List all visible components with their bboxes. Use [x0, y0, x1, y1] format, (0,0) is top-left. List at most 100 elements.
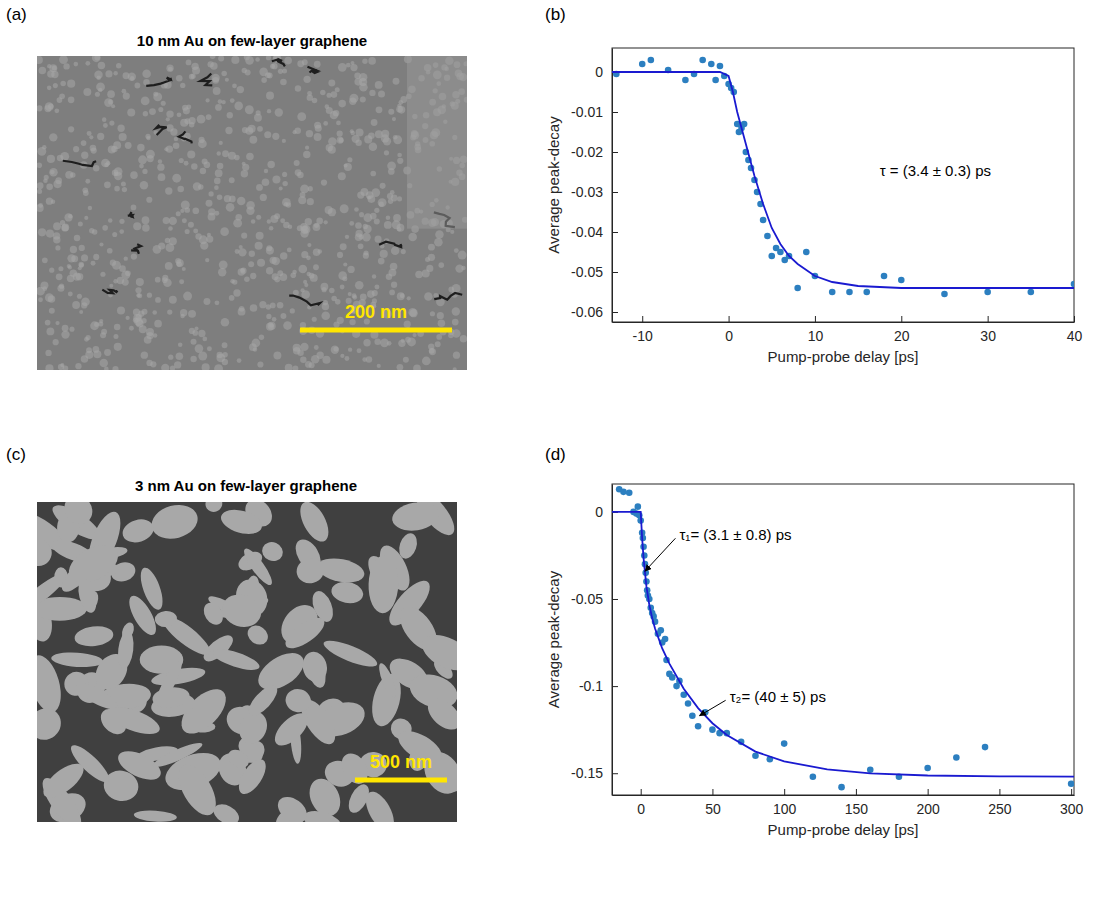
sem-grain [369, 90, 375, 96]
sem-grain [100, 359, 109, 368]
y-tick-label: -0.05 [571, 591, 603, 607]
sem-grain [96, 83, 105, 92]
sem-grain [294, 160, 300, 166]
sem-grain [393, 214, 401, 222]
sem-grain [216, 352, 222, 358]
sem-grain [67, 254, 75, 262]
data-point [669, 674, 676, 681]
sem-grain [113, 334, 118, 339]
sem-grain [157, 163, 164, 170]
sem-grain [68, 292, 73, 297]
x-tick-mark [729, 316, 730, 322]
sem-grain [101, 159, 110, 168]
sem-grain [44, 175, 49, 180]
sem-grain [320, 283, 328, 291]
sem-grain [70, 269, 78, 277]
sem-grain [161, 364, 169, 370]
sem-island [104, 702, 163, 740]
sem-crack [379, 242, 401, 247]
sem-grain [322, 303, 329, 310]
x-tick-label: 0 [725, 328, 733, 344]
sem-grain [303, 151, 310, 158]
sem-grain [238, 308, 246, 316]
sem-grain [64, 213, 72, 221]
sem-grain [70, 172, 75, 177]
sem-grain [266, 323, 274, 331]
sem-grain [191, 339, 197, 345]
sem-grain [186, 60, 192, 66]
annotation: τ = (3.4 ± 0.3) ps [880, 162, 991, 179]
sem-grain [240, 268, 245, 273]
sem-grain [270, 215, 278, 223]
sem-grain [308, 186, 313, 191]
sem-grain [436, 334, 442, 340]
sem-island [422, 693, 457, 736]
data-point [657, 627, 664, 634]
sem-grain [242, 68, 247, 73]
sem-grain [189, 122, 195, 128]
sem-island [330, 579, 365, 606]
sem-grain [374, 285, 379, 290]
sem-grain [198, 330, 205, 337]
sem-grain [345, 235, 349, 239]
sem-grain [217, 163, 224, 170]
sem-grain [81, 152, 88, 159]
sem-grain [362, 233, 371, 242]
sem-grain [226, 203, 235, 212]
sem-grain [335, 299, 341, 305]
sem-grain [165, 187, 172, 194]
sem-grain [50, 170, 55, 175]
sem-grain [40, 281, 48, 289]
sem-grain [168, 67, 173, 72]
sem-grain [283, 321, 292, 330]
x-tick-mark [1071, 789, 1072, 795]
x-tick: 200 [916, 789, 940, 817]
sem-grain [200, 242, 208, 250]
y-tick: -0.05 [571, 591, 618, 607]
sem-grain [424, 292, 433, 301]
sem-grain [336, 121, 341, 126]
data-point [639, 61, 646, 68]
sem-grain [45, 350, 51, 356]
sem-grain [158, 159, 162, 163]
sem-grain [105, 70, 112, 77]
data-point [898, 277, 905, 284]
sem-island [62, 537, 124, 590]
sem-grain [177, 186, 184, 193]
y-tick-mark [612, 192, 618, 193]
sem-island [116, 630, 135, 670]
sem-grain [215, 300, 220, 305]
sem-grain [45, 364, 53, 370]
sem-grain [267, 109, 271, 113]
sem-grain [315, 125, 322, 132]
sem-grain [83, 88, 91, 96]
sem-grain [142, 224, 150, 232]
sem-grain [166, 110, 173, 117]
sem-island [37, 597, 87, 621]
y-tick-label: -0.05 [571, 264, 603, 280]
sem-grain [69, 327, 74, 332]
sem-grain [221, 318, 230, 327]
y-tick-label: 0 [595, 504, 603, 520]
sem-grain [313, 248, 320, 255]
sem-grain [398, 340, 405, 347]
sem-grain [146, 136, 150, 140]
sem-island [336, 749, 373, 789]
sem-grain [412, 333, 416, 337]
sem-grain [218, 268, 226, 276]
sem-grain [90, 321, 99, 330]
sem-grain [37, 204, 44, 212]
sem-island [152, 658, 185, 707]
sem-grain [170, 128, 177, 135]
sem-grain [338, 172, 346, 180]
sem-grain [141, 351, 148, 358]
sem-grain [106, 161, 111, 166]
sem-grain [92, 229, 98, 235]
sem-grain [178, 343, 183, 348]
sem-grain [166, 145, 173, 152]
sem-grain [68, 97, 75, 104]
sem-grain [344, 163, 352, 171]
sem-grain [95, 92, 100, 97]
sem-crack [128, 212, 133, 217]
sem-grain [295, 85, 301, 91]
